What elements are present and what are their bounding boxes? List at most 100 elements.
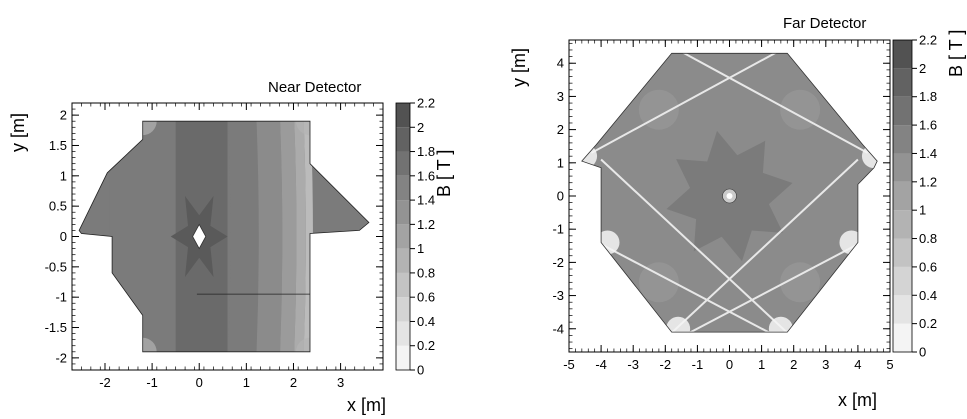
far-ytick-label: -3 <box>552 288 564 303</box>
far-colorbar: 0 0.2 0.4 0.6 0.8 1 1.2 1.4 1.6 1.8 2 2.2 <box>892 33 937 360</box>
far-seam-line <box>590 53 782 154</box>
near-center-hole <box>192 223 207 250</box>
far-xtick-label: -5 <box>563 357 575 372</box>
far-ytick-label: 4 <box>557 56 564 71</box>
far-xtick-label: 4 <box>854 357 861 372</box>
near-ytick-label: 0.5 <box>49 199 67 214</box>
near-ytick-label: -1 <box>55 290 67 305</box>
near-ylabel: y [m] <box>8 113 28 152</box>
far-center-hole <box>726 193 733 199</box>
far-colorbar-label: 1 <box>919 203 926 218</box>
near-xtick-label: 3 <box>337 375 344 390</box>
near-ytick-label: 2 <box>60 108 67 123</box>
far-ytick-label: 0 <box>557 189 564 204</box>
near-contour-band <box>279 121 297 352</box>
far-light-region <box>638 262 679 303</box>
near-ytick-label: 0 <box>60 229 67 244</box>
far-colorbar-label: 1.2 <box>919 174 937 189</box>
near-detector-chart: -2 -1 0 1 2 3 -2 -1.5 -1 -0.5 0 0.5 1 1.5 2 Near Detec… <box>8 79 454 415</box>
near-ytick-label: -0.5 <box>45 259 67 274</box>
far-xtick-label: -2 <box>660 357 672 372</box>
far-colorbar-label: 0 <box>919 345 926 360</box>
far-light-region <box>638 89 679 130</box>
far-ytick-label: 2 <box>557 122 564 137</box>
far-colorbar-step <box>893 68 912 97</box>
far-xtick-label: 3 <box>822 357 829 372</box>
near-colorbar-label: 0.4 <box>417 314 435 329</box>
far-colorbar-label: 2.2 <box>919 33 937 48</box>
far-outline <box>581 52 878 333</box>
near-colorbar-label: 0.2 <box>417 338 435 353</box>
near-colorbar-label: 2 <box>417 120 424 135</box>
far-colorbar-frame <box>892 39 913 353</box>
near-zlabel: B [ T ] <box>434 150 454 197</box>
far-ytick-label: 3 <box>557 89 564 104</box>
far-light-region <box>780 262 821 303</box>
far-colorbar-step <box>893 323 912 352</box>
far-xtick-label: 0 <box>726 357 733 372</box>
near-colorbar-label: 1.2 <box>417 217 435 232</box>
far-colorbar-step <box>893 181 912 211</box>
far-seam-line <box>591 238 782 333</box>
far-title: Far Detector <box>783 15 866 32</box>
near-colorbar-step <box>396 321 410 346</box>
far-colorbar-step <box>893 153 912 182</box>
far-seam-line <box>677 53 869 154</box>
far-seam-line <box>600 158 795 333</box>
near-colorbar-step <box>396 127 410 152</box>
far-corner-fade <box>768 316 793 333</box>
far-zlabel: B [ T ] <box>946 30 966 77</box>
near-ytick-label: 1.5 <box>49 138 67 153</box>
far-ytick-label: -2 <box>552 255 564 270</box>
near-xtick-label: -2 <box>99 375 111 390</box>
near-colorbar-step <box>396 175 410 201</box>
far-ytick-label: -4 <box>552 321 564 336</box>
near-colorbar-label: 2.2 <box>417 96 435 111</box>
near-xtick-label: 1 <box>243 375 250 390</box>
far-colorbar-label: 2 <box>919 61 926 76</box>
near-axes: -2 -1 0 1 2 3 -2 -1.5 -1 -0.5 0 0.5 1 1.5 2 <box>45 102 384 390</box>
near-xtick-label: 0 <box>196 375 203 390</box>
near-colorbar-step <box>396 248 410 273</box>
far-xtick-label: -1 <box>692 357 704 372</box>
near-colorbar-step <box>396 200 410 225</box>
far-light-region <box>780 89 821 130</box>
far-colorbar-label: 0.8 <box>919 231 937 246</box>
far-colorbar-step <box>893 210 912 239</box>
near-colorbar-label: 1 <box>417 241 424 256</box>
near-xlabel: x [m] <box>347 395 386 415</box>
near-xtick-label: -1 <box>146 375 158 390</box>
far-colorbar-step <box>893 266 912 296</box>
far-colorbar-step <box>893 238 912 267</box>
far-xtick-label: -3 <box>627 357 639 372</box>
near-colorbar-label: 0.6 <box>417 290 435 305</box>
far-colorbar-step <box>893 40 912 69</box>
near-colorbar-step <box>396 272 410 298</box>
near-colorbar-label: 0.8 <box>417 265 435 280</box>
far-colorbar-step <box>893 125 912 154</box>
far-colorbar-label: 1.8 <box>919 89 937 104</box>
far-colorbar-step <box>893 295 912 324</box>
near-colorbar-step <box>396 103 410 128</box>
far-detector-chart: -5 -4 -3 -2 -1 0 1 2 3 4 5 -4 -3 -2 -1 0 1 2 3 4 Far Detect… <box>509 15 966 410</box>
far-seam-line <box>664 158 859 333</box>
far-colorbar-step <box>893 96 912 126</box>
near-ytick-label: 1 <box>60 168 67 183</box>
far-ylabel: y [m] <box>509 48 529 87</box>
far-xtick-label: 1 <box>758 357 765 372</box>
far-ytick-label: -1 <box>552 222 564 237</box>
far-xtick-label: 2 <box>790 357 797 372</box>
near-colorbar-step <box>396 297 410 322</box>
near-colorbar-step <box>396 345 410 370</box>
far-corner-fade <box>666 316 691 333</box>
near-colorbar: 0 0.2 0.4 0.6 0.8 1 1.2 1.4 1.6 1.8 2 2.2 <box>395 96 435 378</box>
near-colorbar-step <box>396 224 410 249</box>
far-colorbar-label: 0.2 <box>919 316 937 331</box>
far-colorbar-label: 0.6 <box>919 259 937 274</box>
far-colorbar-label: 1.6 <box>919 118 937 133</box>
near-contour-band <box>293 121 306 352</box>
near-colorbar-label: 0 <box>417 363 424 378</box>
far-seam-line <box>677 238 868 333</box>
near-colorbar-label: 1.8 <box>417 144 435 159</box>
